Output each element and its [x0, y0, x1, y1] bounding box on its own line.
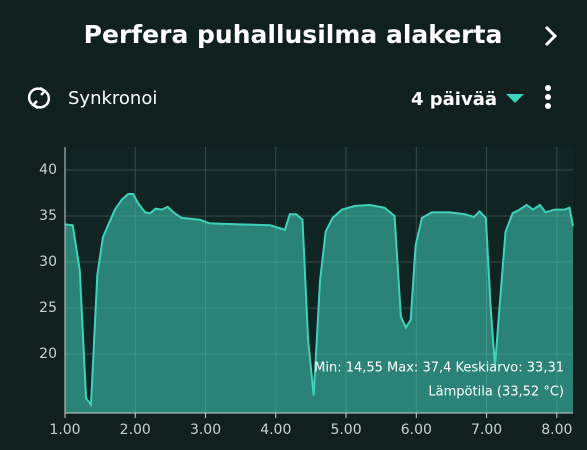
area-line: [64, 192, 574, 408]
x-tick-label: 8.00: [541, 422, 572, 438]
y-tick-label: 25: [39, 300, 57, 316]
y-tick-label: 40: [39, 162, 57, 178]
legend-annotation: Lämpötila (33,52 °C): [428, 385, 564, 400]
x-tick-label: 5.00: [330, 422, 361, 438]
y-tick-label: 35: [39, 208, 57, 224]
page-title: Perfera puhallusilma alakerta: [84, 20, 503, 49]
chart: 20 25 30 35 40 1.00 2.00 3.00 4.00 5.00 6.00 7.00 8.…: [39, 147, 574, 438]
dropdown-arrow[interactable]: [506, 94, 524, 103]
y-tick-label: 20: [39, 346, 57, 362]
stats-annotation: Min: 14,55 Max: 37,4 Keskiarvo: 33,31: [314, 361, 564, 376]
x-tick-label: 1.00: [49, 422, 80, 438]
y-tick-label: 30: [39, 254, 57, 270]
x-tick-label: 3.00: [190, 422, 221, 438]
next-button[interactable]: [544, 25, 558, 47]
menu-button[interactable]: [545, 85, 551, 109]
x-tick-label: 6.00: [401, 422, 432, 438]
x-tick-label: 4.00: [260, 422, 291, 438]
x-tick-label: 7.00: [471, 422, 502, 438]
sync-label[interactable]: Synkronoi: [68, 88, 157, 109]
period-selector[interactable]: 4 päivää: [411, 89, 497, 110]
sync-icon[interactable]: [27, 86, 51, 110]
x-tick-label: 2.00: [120, 422, 151, 438]
